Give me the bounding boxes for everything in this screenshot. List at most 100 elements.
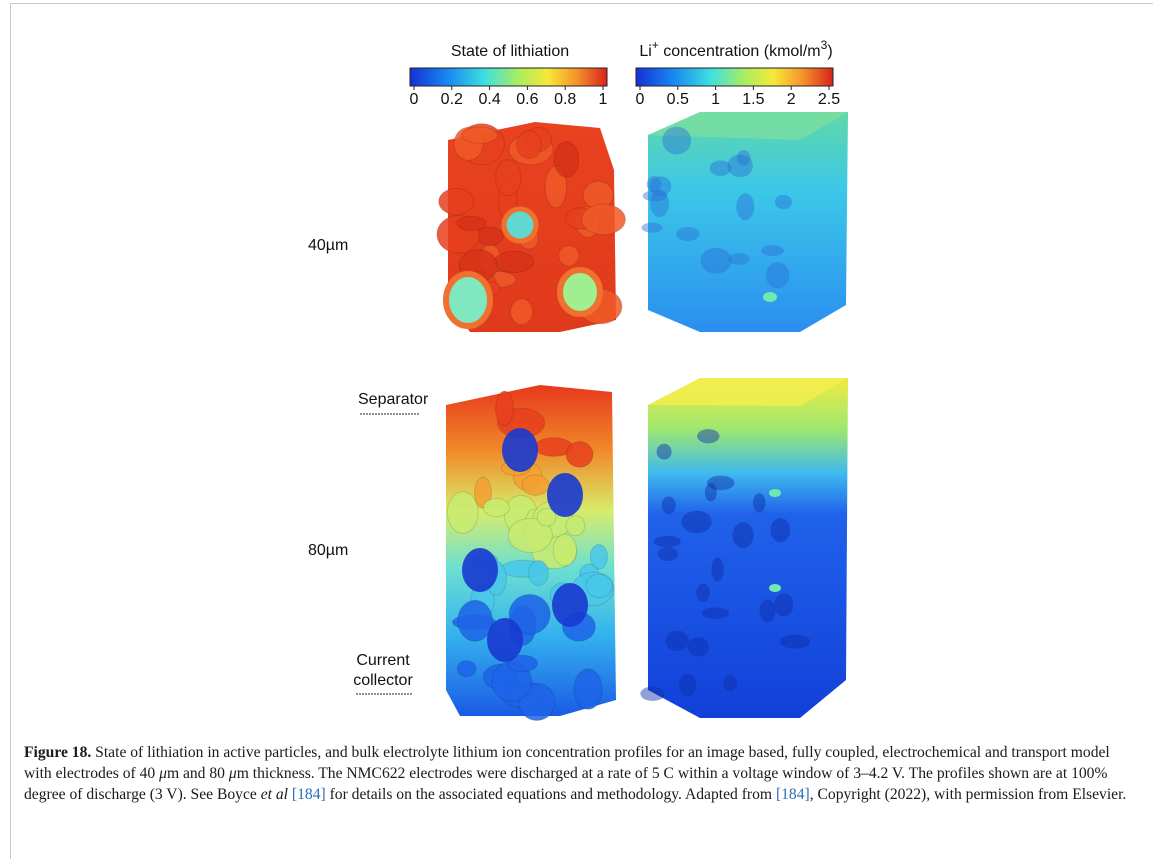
pore [711, 557, 724, 582]
particle [553, 141, 580, 178]
caption-label: Figure 18. [24, 744, 92, 761]
cube-face [648, 378, 848, 406]
colorbar-title-part: ) [827, 43, 832, 60]
particle [547, 473, 583, 517]
pore [770, 517, 791, 543]
pore [656, 443, 672, 460]
particle [507, 517, 553, 554]
pore [681, 510, 712, 534]
particle [473, 476, 492, 509]
pore [649, 176, 672, 197]
pore [640, 686, 665, 701]
colorbar-tick-label: 0 [410, 91, 419, 108]
pore [700, 247, 732, 274]
particle [501, 206, 539, 244]
pore [736, 193, 755, 221]
particle [581, 203, 627, 236]
row-label: Separator [358, 391, 429, 408]
particle [495, 390, 515, 427]
particle [510, 298, 534, 326]
pore [696, 583, 710, 602]
row-label: 40µm [308, 237, 348, 254]
pore [676, 227, 700, 241]
pore [706, 475, 735, 491]
particle [506, 654, 539, 673]
colorbar-tick-label: 0 [636, 91, 645, 108]
pore [687, 637, 709, 657]
pore [769, 489, 781, 497]
pore [697, 429, 720, 444]
colorbar-tick-label: 1 [599, 91, 608, 108]
particle [521, 474, 550, 496]
colorbar-tick-label: 0.4 [478, 91, 500, 108]
cube-face [648, 112, 848, 140]
pore [646, 176, 662, 193]
caption-text: , Copyright (2022), with permission from… [809, 786, 1127, 803]
colorbar-title-part: + [652, 38, 659, 52]
pore [704, 483, 717, 502]
pore [769, 584, 781, 592]
row-label: collector [353, 672, 413, 689]
caption-text: μ [159, 765, 167, 782]
particle [589, 543, 608, 570]
caption-text: m thickness. The NMC622 electrodes were … [24, 765, 1108, 803]
pore [657, 546, 679, 561]
particle [487, 618, 523, 662]
pore [709, 160, 732, 176]
pore [662, 126, 692, 155]
pore [727, 154, 753, 178]
particle [493, 250, 535, 274]
particle [438, 187, 474, 216]
figure: State of lithiation Li+ concentration (k… [308, 38, 848, 722]
colorbar-title: State of lithiation [451, 43, 569, 60]
pore [727, 253, 750, 265]
particle [585, 573, 614, 599]
pore [679, 673, 696, 697]
colorbar-tick-label: 0.6 [516, 91, 538, 108]
particle [527, 560, 549, 586]
particle [456, 215, 487, 232]
particle [536, 507, 557, 527]
caption-text: for details on the associated equations … [325, 786, 776, 803]
particle [446, 491, 479, 534]
pore [759, 599, 776, 623]
colorbar [635, 67, 834, 87]
pore [641, 222, 663, 233]
particle [557, 267, 603, 317]
colorbar [409, 67, 608, 87]
citation-link[interactable]: [184] [291, 786, 326, 803]
particle [482, 497, 511, 518]
colorbar-tick-label: 2.5 [818, 91, 840, 108]
citation-link[interactable]: [184] [775, 786, 810, 803]
colorbar-title-part: concentration (kmol/m [659, 43, 821, 60]
row-label: 80µm [308, 542, 348, 559]
particle [476, 226, 504, 246]
colorbar-tick-label: 1.5 [742, 91, 764, 108]
pore [650, 189, 670, 218]
particle [565, 515, 586, 537]
particle [565, 441, 594, 468]
colorbar-tick-label: 0.5 [667, 91, 689, 108]
particle [508, 594, 551, 635]
colorbar-tick-label: 0.2 [441, 91, 463, 108]
particle [552, 533, 578, 567]
particle [558, 245, 580, 267]
particle [443, 271, 493, 329]
colorbar-title: Li+ concentration (kmol/m3) [639, 38, 832, 60]
figure-frame [10, 3, 1153, 859]
pore [736, 150, 751, 166]
caption-text: μ [228, 765, 237, 782]
row-label: Current [356, 652, 410, 669]
colorbar-tick-label: 0.8 [554, 91, 576, 108]
particles [436, 123, 811, 722]
caption-text: State of lithiation in active particles,… [24, 744, 1110, 782]
particle [573, 668, 603, 710]
particle [495, 159, 522, 197]
pore [763, 292, 777, 302]
pore [653, 535, 681, 548]
caption-text: m and 80 [166, 765, 229, 782]
colorbar-title-part: Li [639, 43, 651, 60]
pore [774, 194, 792, 210]
pore [779, 634, 811, 649]
